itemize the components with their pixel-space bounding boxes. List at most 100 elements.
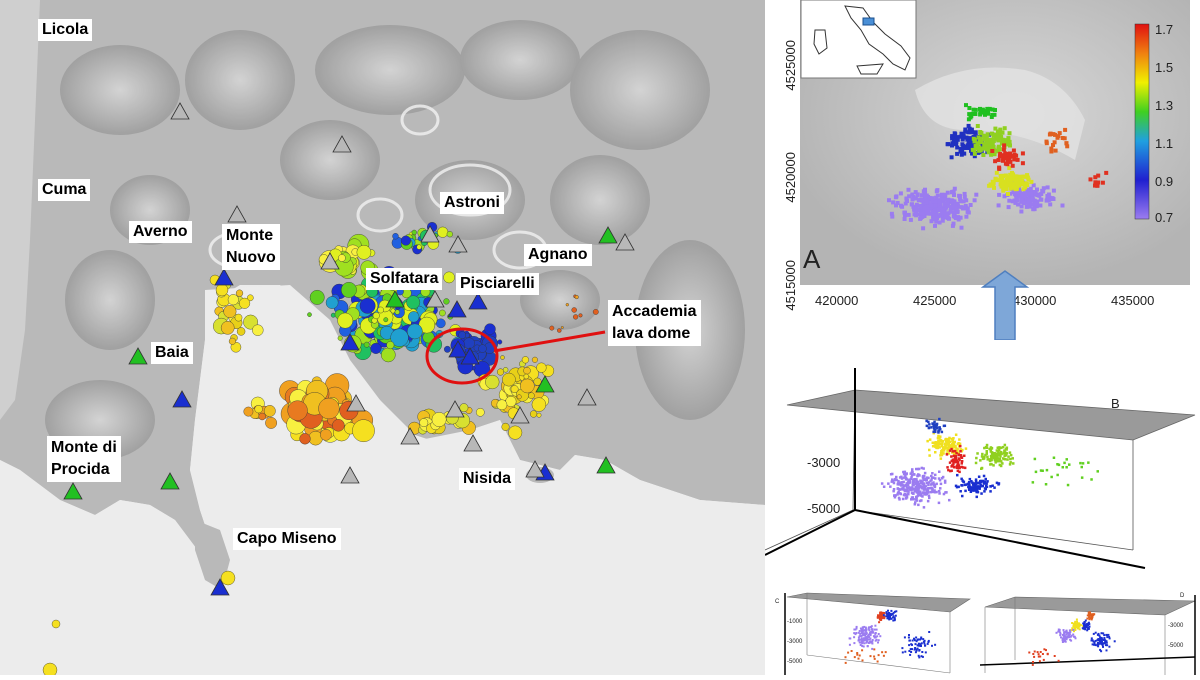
earthquake-marker [258,412,266,421]
hypocenter-point [1068,631,1071,634]
hypocenter-point [990,456,993,460]
hypocenter-point [938,426,941,429]
hypocenter-point [919,193,924,198]
hypocenter-point [881,611,884,614]
hypocenter-point [958,149,963,154]
hypocenter-point [1099,640,1101,642]
hypocenter-point [918,490,922,494]
hypocenter-point [996,146,1001,151]
hypocenter-point [1059,632,1062,635]
hypocenter-point [1108,637,1111,640]
hypocenter-point [997,450,1000,454]
hypocenter-point [877,639,880,642]
hypocenter-point [970,143,974,148]
hypocenter-point [892,481,896,485]
hypocenter-point [896,491,900,495]
hypocenter-point [1104,170,1109,175]
hypocenter-point [975,488,978,491]
station-triangle-gray [400,427,420,445]
hypocenter-point [976,141,981,146]
hypocenter-point [1031,207,1036,212]
hypocenter-point [901,488,904,491]
station-triangle-blue [460,347,480,365]
label-agnano: Agnano [524,244,592,266]
hypocenter-point [917,654,920,657]
hypocenter-point [955,466,959,469]
hypocenter-point [890,214,895,219]
hypocenter-point [880,482,884,485]
hypocenter-point [955,464,959,468]
hypocenter-point [1038,660,1041,663]
hypocenter-point [865,641,868,644]
hypocenter-point [941,207,946,212]
hypocenter-point [861,641,864,644]
station-triangle-green [598,226,618,244]
hypocenter-point [943,424,947,427]
hypocenter-point [1052,456,1056,459]
earthquake-marker [243,314,259,330]
hypocenter-point [969,127,974,132]
hypocenter-point [923,639,926,642]
hypocenter-point [918,211,923,216]
hypocenter-point [903,470,907,474]
hypocenter-point [976,452,979,455]
earthquake-marker [220,320,235,335]
hypocenter-point [986,111,991,116]
hypocenter-point [979,480,982,483]
label-nisida: Nisida [459,468,516,490]
hypocenter-point [921,226,926,231]
hypocenter-point [1008,177,1013,181]
panel-d-box [984,597,1166,675]
earthquake-marker [220,570,236,586]
hypocenter-point [959,199,964,204]
panel-d-x-axis [979,656,1196,666]
hypocenter-point [947,452,951,455]
earthquake-marker [557,328,562,333]
hypocenter-point [995,481,999,485]
hypocenter-point [913,487,916,491]
hypocenter-point [917,642,920,645]
hypocenter-point [928,448,931,452]
hypocenter-point [1061,466,1064,469]
earthquake-marker [516,394,522,400]
hypocenter-point [942,452,945,455]
hypocenter-point [928,423,931,426]
earthquake-marker [370,342,382,354]
hypocenter-point [922,483,926,486]
hypocenter-point [988,458,991,461]
hypocenter-point [1065,636,1068,639]
hypocenter-point [854,628,857,631]
hypocenter-point [971,488,975,491]
hypocenter-point [924,485,928,488]
accademia-highlight-circle [425,327,499,385]
hypocenter-point [899,203,903,208]
hypocenter-point [949,440,952,444]
hypocenter-point [974,486,978,489]
hypocenter-point [1000,130,1005,135]
hypocenter-point [915,636,918,639]
hypocenter-point [960,462,963,465]
panel-a-relief [915,67,1085,160]
hypocenter-point [903,636,906,639]
hypocenter-point [911,204,916,209]
hypocenter-point [968,203,973,207]
hypocenter-point [1091,643,1094,646]
hypocenter-point [1023,192,1028,197]
hypocenter-point [1002,457,1005,460]
hypocenter-point [914,202,919,207]
hypocenter-point [915,499,919,502]
hypocenter-point [1000,158,1005,163]
hypocenter-point [932,483,936,486]
hypocenter-point [984,445,988,449]
hypocenter-point [873,657,876,660]
station-triangle-green [160,472,180,490]
hypocenter-point [977,138,982,143]
panel-b-points [880,417,1099,509]
hypocenter-point [1004,187,1009,191]
hypocenter-point [1004,447,1008,451]
hypocenter-point [915,486,918,489]
hypocenter-point [978,106,982,111]
hypocenter-point [983,480,987,483]
hypocenter-point [991,452,995,455]
hypocenter-point [956,217,961,222]
